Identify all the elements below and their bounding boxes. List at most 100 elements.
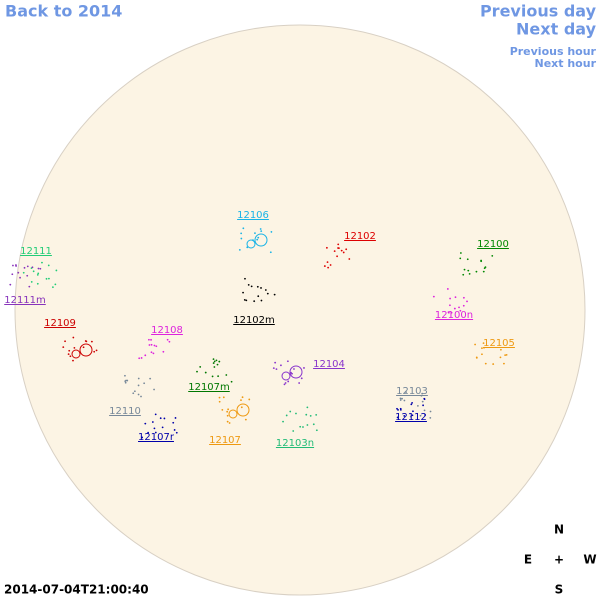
region-label[interactable]: 12109 [44, 318, 76, 329]
region-label[interactable]: 12104 [313, 359, 345, 370]
sunspot [138, 357, 141, 360]
sunspot [204, 371, 207, 374]
next-day-link[interactable]: Next day [516, 20, 597, 39]
sunspot [273, 293, 276, 296]
sunspot [41, 261, 43, 264]
region-label[interactable]: 12111m [4, 295, 46, 306]
sunspot [269, 251, 272, 254]
sunspot [458, 306, 460, 309]
sunspot [150, 343, 153, 346]
sunspot [504, 354, 507, 357]
sunspot [284, 382, 287, 384]
sunspot [152, 352, 155, 355]
sunspot [491, 254, 494, 257]
sunspot [67, 353, 70, 355]
sunspot [499, 348, 502, 351]
sunspot [168, 340, 171, 343]
sunspot-umbra [289, 365, 303, 379]
region-labels: 12106 12102 12111 12100 12111m 12102m 12100n 12… [4, 210, 515, 449]
sunspot [143, 382, 146, 385]
sunspot [55, 269, 58, 272]
previous-day-link[interactable]: Previous day [480, 2, 597, 21]
sunspot [411, 401, 413, 404]
sunspot [226, 420, 229, 423]
next-hour-link[interactable]: Next hour [535, 57, 597, 70]
sunspot [226, 410, 229, 413]
region-label[interactable]: 12100 [477, 239, 509, 250]
sunspot [199, 366, 202, 368]
sunspot [144, 422, 147, 425]
sunspot [399, 407, 402, 410]
sunspot [153, 344, 156, 347]
region-label[interactable]: 12107 [209, 435, 241, 446]
region-label[interactable]: 12103n [276, 438, 314, 449]
region-label[interactable]: 12111 [20, 246, 52, 257]
region-label[interactable]: 12102 [344, 231, 376, 242]
region-label[interactable]: 12102m [233, 315, 275, 326]
sunspot-umbra [71, 349, 81, 359]
sunspot [254, 232, 256, 235]
sunspot [450, 311, 453, 314]
sunspot [125, 379, 127, 382]
sunspot [403, 399, 406, 402]
sunspot [475, 356, 478, 359]
sunspot [124, 381, 127, 384]
sunspot [409, 415, 412, 418]
sunspot [484, 362, 487, 365]
sunspot [275, 368, 278, 371]
sunspot [26, 274, 29, 277]
sunspot [159, 417, 162, 420]
previous-hour-link[interactable]: Previous hour [510, 45, 597, 58]
sunspot [133, 390, 136, 393]
sunspot [459, 309, 462, 312]
back-link[interactable]: Back to 2014 [5, 2, 122, 21]
sunspot [132, 392, 135, 395]
region-label[interactable]: 12103 [396, 386, 428, 397]
sunspot [432, 295, 435, 298]
sunspot [82, 346, 85, 349]
sunspot [222, 396, 225, 399]
sunspot [9, 283, 12, 286]
sunspot [173, 429, 176, 431]
region-label[interactable]: 12107r [138, 432, 175, 443]
region-label[interactable]: 12105 [483, 338, 515, 349]
sunspot-umbra [281, 371, 291, 381]
sunspot [163, 417, 166, 420]
sunspot [449, 304, 451, 307]
sunspot [230, 380, 233, 383]
sunspot [240, 237, 243, 240]
sunspot-umbra [246, 239, 256, 249]
sunspot [282, 420, 284, 423]
sunspot [242, 227, 245, 230]
sunspot [306, 406, 309, 409]
sunspot [468, 272, 471, 275]
sunspot [419, 414, 422, 417]
sunspot [245, 299, 248, 302]
sunspot [151, 421, 154, 423]
region-label[interactable]: 12107m [188, 382, 230, 393]
region-label[interactable]: 12112 [395, 412, 427, 423]
sunspot [401, 397, 403, 400]
sunspot [72, 336, 75, 339]
sunspot [238, 248, 241, 251]
sunspot [396, 407, 398, 410]
region-label[interactable]: 12106 [237, 210, 269, 221]
sunspot [482, 342, 485, 345]
sunspot [274, 361, 277, 364]
sunspot [12, 264, 14, 267]
sunspot [174, 417, 177, 419]
sunspot [148, 344, 151, 346]
sunspot [454, 296, 457, 299]
sunspot [484, 266, 487, 269]
sunspot [420, 394, 423, 397]
sunspot [215, 359, 218, 362]
sunspot [270, 231, 273, 233]
region-label[interactable]: 12110 [109, 406, 141, 417]
sunspot [396, 416, 399, 419]
region-label[interactable]: 12100n [435, 310, 473, 321]
sunspot [293, 368, 295, 370]
sunspot [19, 276, 21, 279]
sunspot [300, 377, 303, 380]
region-label[interactable]: 12108 [151, 325, 183, 336]
